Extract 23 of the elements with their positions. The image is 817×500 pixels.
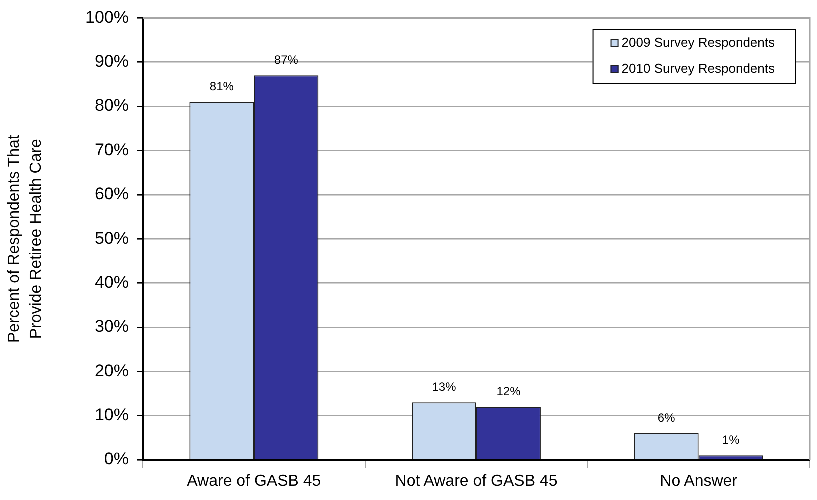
y-tick-label: 50% (94, 228, 129, 248)
y-tick-label: 70% (94, 140, 129, 160)
y-tick-label: 0% (104, 450, 129, 469)
y-tick-label: 20% (94, 361, 129, 380)
data-label: 1% (722, 432, 740, 447)
data-label: 12% (496, 384, 522, 398)
y-tick-label: 40% (94, 272, 129, 292)
data-label: 6% (658, 410, 676, 425)
data-label: 87% (274, 52, 299, 67)
legend-label: 2010 Survey Respondents (622, 60, 776, 76)
y-axis-title: Percent of Respondents That Provide Retiree Health Care (6, 134, 45, 344)
data-label: 81% (210, 79, 234, 94)
data-label: 13% (432, 380, 457, 394)
y-tick-label: 10% (94, 406, 129, 425)
y-tick-label: 30% (94, 317, 129, 336)
x-tick-label: Not Aware of GASB 45 (395, 473, 558, 490)
y-tick-label: 100% (86, 8, 129, 27)
y-tick-label: 90% (94, 52, 129, 72)
y-tick-label: 80% (94, 96, 129, 116)
y-tick-label: 60% (94, 184, 129, 204)
legend-label: 2009 Survey Respondents (622, 34, 776, 50)
x-tick-label: No Answer (660, 473, 738, 490)
x-tick-label: Aware of GASB 45 (187, 473, 322, 490)
